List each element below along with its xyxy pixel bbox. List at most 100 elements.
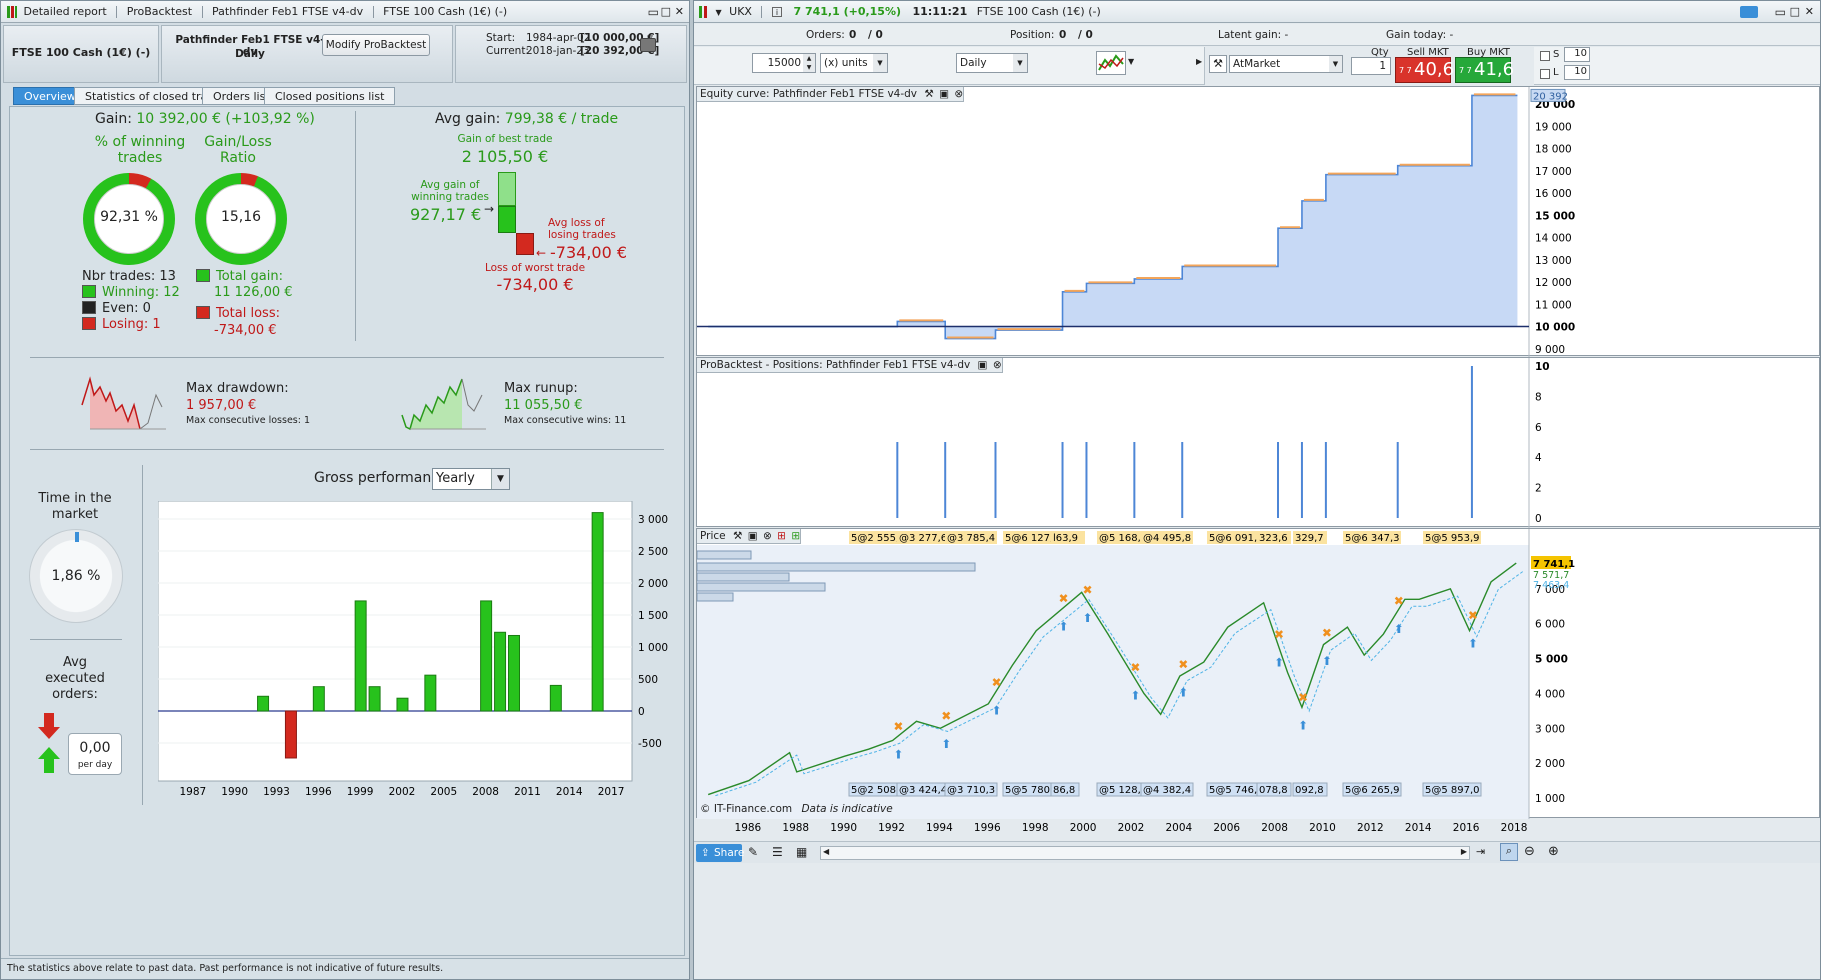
total-gain-swatch bbox=[196, 269, 210, 282]
chevron-down-icon[interactable]: ▼ bbox=[1013, 54, 1027, 72]
close-icon[interactable]: ⊗ bbox=[954, 88, 964, 100]
print-icon[interactable] bbox=[640, 38, 656, 52]
y-tick-label: 2 bbox=[1535, 483, 1542, 495]
close-icon[interactable]: ✕ bbox=[674, 5, 684, 18]
y-tick-label: -500 bbox=[638, 738, 662, 750]
losing-count: Losing: 1 bbox=[102, 317, 161, 332]
buy-arrow-marker: ⬆ bbox=[1130, 689, 1140, 703]
units-input[interactable]: 15000 ▲ ▼ bbox=[752, 53, 816, 73]
y-tick-label: 16 000 bbox=[1535, 188, 1572, 200]
buy-arrow-marker: ⬆ bbox=[991, 703, 1001, 717]
best-trade-label: Gain of best trade bbox=[457, 133, 553, 145]
time-in-market-value: 1,86 % bbox=[51, 568, 101, 584]
maximize-icon[interactable]: □ bbox=[1789, 5, 1800, 18]
pct-winning-value: 92,31 % bbox=[100, 209, 158, 225]
entry-tag: 5@5 953,9 bbox=[1425, 533, 1480, 544]
total-gain-row: Total gain: bbox=[196, 269, 283, 284]
panel-toggle-icon[interactable]: ▶ bbox=[1196, 57, 1203, 66]
window-icon[interactable]: ▣ bbox=[747, 530, 758, 542]
add-indicator-icon[interactable]: ⊞ bbox=[777, 530, 786, 542]
tab-overview[interactable]: Overview bbox=[13, 87, 87, 105]
keyboard-icon[interactable] bbox=[1740, 6, 1758, 18]
sell-cross-marker: ✖ bbox=[1178, 658, 1188, 672]
zoom-out-icon[interactable]: ⊖ bbox=[1524, 844, 1535, 859]
zoom-in-icon[interactable]: ⊕ bbox=[1548, 844, 1559, 859]
x-tick-label: 2006 bbox=[1213, 822, 1240, 834]
avg-loss-bar bbox=[516, 233, 534, 255]
sell-cross-marker: ✖ bbox=[1274, 628, 1284, 642]
wrench-icon[interactable]: ⚒ bbox=[732, 530, 743, 542]
volume-profile-bar bbox=[697, 562, 976, 572]
close-icon[interactable]: ✕ bbox=[1804, 5, 1814, 18]
equity-curve-title-text: Equity curve: Pathfinder Feb1 FTSE v4-dv bbox=[700, 88, 918, 100]
chevron-down-icon[interactable]: ▼ bbox=[491, 469, 509, 489]
y-tick-label: 11 000 bbox=[1535, 299, 1572, 311]
drawing-tool-icon[interactable]: ✎ bbox=[748, 845, 759, 859]
stop-checkbox[interactable] bbox=[1540, 51, 1550, 61]
close-icon[interactable]: ⊗ bbox=[763, 530, 772, 542]
entry-tag: 323,6 bbox=[1259, 533, 1288, 544]
order-type-select[interactable]: AtMarket ▼ bbox=[1229, 55, 1343, 73]
tab-statistics-closed-trades[interactable]: Statistics of closed trades bbox=[74, 87, 238, 105]
window-icon[interactable]: ▣ bbox=[939, 88, 950, 100]
tab-closed-positions-list[interactable]: Closed positions list bbox=[264, 87, 396, 105]
minimize-icon[interactable]: ▭ bbox=[647, 5, 659, 19]
buy-mkt-button[interactable]: 7 7 41,6 bbox=[1455, 57, 1514, 83]
maximize-icon[interactable]: □ bbox=[660, 5, 671, 18]
orders-label: Orders: bbox=[806, 29, 845, 41]
wrench-icon[interactable]: ⚒ bbox=[924, 88, 934, 100]
exit-tag: @5 128,0 bbox=[1099, 785, 1147, 796]
share-label: Share bbox=[714, 847, 745, 859]
window-icon bbox=[7, 6, 17, 18]
entry-tag-bg bbox=[1141, 531, 1193, 544]
scroll-end-icon[interactable]: ⇥ bbox=[1476, 845, 1486, 858]
footer-text: The statistics above relate to past data… bbox=[7, 963, 444, 974]
symbol-dropdown-icon[interactable]: ▼ bbox=[715, 8, 722, 17]
entry-tag: @4 495,8 bbox=[1143, 533, 1191, 544]
window-icon[interactable]: ▣ bbox=[977, 359, 988, 371]
symbol-price: 7 741,1 (+0,15%) bbox=[793, 5, 902, 18]
x-tick-label: 2016 bbox=[1453, 822, 1480, 834]
scroll-left-icon[interactable]: ◀ bbox=[823, 847, 830, 856]
zoom-auto-icon[interactable]: ⌕ bbox=[1500, 843, 1518, 861]
exit-tag: 5@2 508,4 bbox=[851, 785, 906, 796]
grid-icon[interactable]: ▦ bbox=[796, 845, 808, 859]
indicators-button[interactable] bbox=[1096, 51, 1126, 75]
symbol-label[interactable]: UKX bbox=[729, 5, 752, 18]
x-tick-label: 1996 bbox=[974, 822, 1001, 834]
wrench-icon[interactable]: ⚒ bbox=[1209, 55, 1227, 73]
qty-input[interactable]: 1 bbox=[1351, 57, 1391, 75]
share-button[interactable]: ⇪ Share bbox=[696, 844, 745, 862]
chevron-down-icon[interactable]: ▼ bbox=[1329, 56, 1342, 72]
stop-input[interactable]: 10 bbox=[1564, 47, 1590, 62]
units-mode-select[interactable]: (x) units ▼ bbox=[820, 53, 888, 73]
x-tick-label: 1990 bbox=[221, 786, 248, 798]
x-tick-label: 1987 bbox=[179, 786, 206, 798]
chevron-down-icon[interactable]: ▼ bbox=[873, 54, 887, 72]
limit-input[interactable]: 10 bbox=[1564, 65, 1590, 80]
indicators-dropdown-icon[interactable]: ▼ bbox=[1128, 57, 1135, 66]
scroll-right-icon[interactable]: ▶ bbox=[1460, 847, 1467, 856]
tab-orders-list[interactable]: Orders list bbox=[202, 87, 281, 105]
timeframe-select[interactable]: Daily ▼ bbox=[956, 53, 1028, 73]
add-object-icon[interactable]: ⊞ bbox=[791, 530, 801, 542]
entry-tag: @5 168,0 bbox=[1099, 533, 1147, 544]
report-titlebar[interactable]: Detailed report ProBacktest Pathfinder F… bbox=[1, 1, 689, 23]
price-label-2: 7 571,7 bbox=[1533, 570, 1569, 581]
minimize-icon[interactable]: ▭ bbox=[1774, 5, 1786, 19]
sell-mkt-button[interactable]: 7 7 40,6 bbox=[1395, 57, 1454, 83]
x-tick-label: 1986 bbox=[735, 822, 762, 834]
list-icon[interactable]: ☰ bbox=[772, 845, 783, 859]
info-icon[interactable]: i bbox=[771, 7, 782, 17]
stepper-icon[interactable]: ▲ ▼ bbox=[803, 54, 815, 72]
title-item-instrument: FTSE 100 Cash (1€) (-) bbox=[383, 5, 508, 18]
modify-probacktest-button[interactable]: Modify ProBacktest bbox=[322, 34, 430, 56]
gross-perf-period-select[interactable]: Yearly ▼ bbox=[432, 468, 510, 490]
horizontal-scrollbar[interactable]: ◀ ▶ bbox=[820, 846, 1470, 860]
position-label: Position: bbox=[1010, 29, 1055, 41]
limit-checkbox[interactable] bbox=[1540, 69, 1550, 79]
chart-titlebar[interactable]: ▼ UKX i 7 741,1 (+0,15%) 11:11:21 FTSE 1… bbox=[694, 1, 1820, 23]
dates-box: Start: 1984-apr-02 [10 000,00 €] Current… bbox=[455, 25, 687, 83]
close-icon[interactable]: ⊗ bbox=[992, 359, 1002, 371]
max-drawdown-value: 1 957,00 € bbox=[186, 398, 257, 413]
